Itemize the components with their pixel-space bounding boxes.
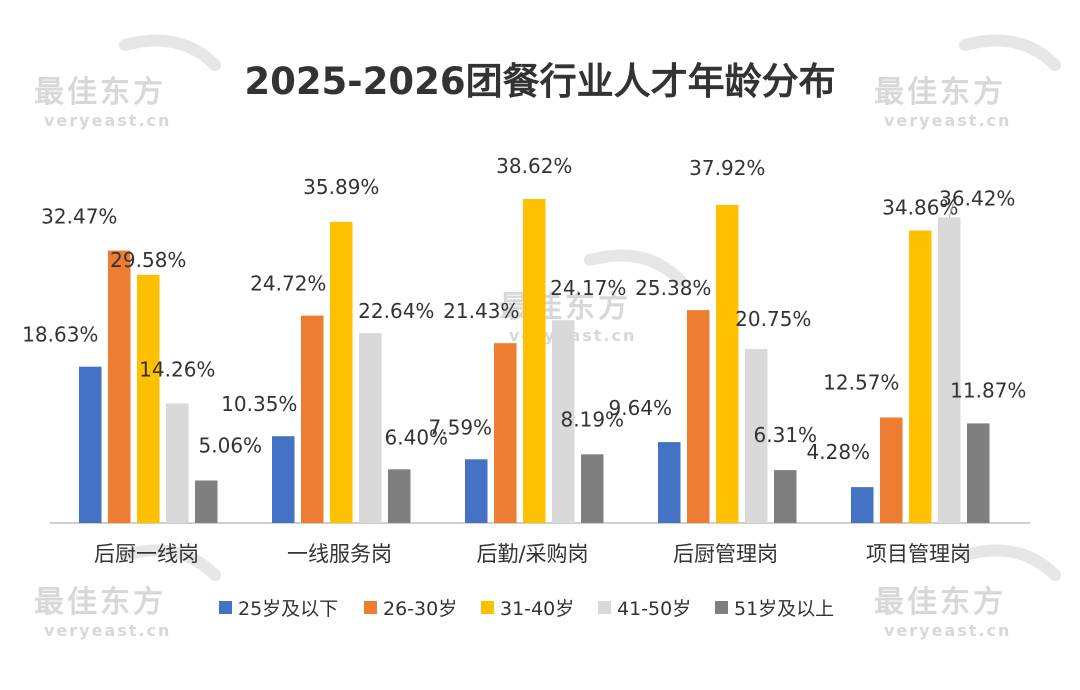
bars-layer: [79, 199, 990, 523]
bar: [166, 403, 189, 523]
category-labels-layer: 后厨一线岗 一线服务岗 后勤/采购岗 后厨管理岗 项目管理岗: [94, 542, 971, 566]
data-label: 38.62%: [496, 154, 572, 178]
data-label: 9.64%: [609, 396, 673, 420]
bar: [774, 470, 797, 523]
data-label: 22.64%: [358, 299, 434, 323]
bar: [967, 423, 990, 523]
data-label: 7.59%: [429, 415, 493, 439]
bar: [494, 343, 517, 523]
watermark-brand: 最佳东方: [874, 75, 1006, 110]
legend-swatch: [481, 601, 494, 614]
data-label: 12.57%: [823, 371, 899, 395]
bar: [658, 442, 681, 523]
data-label: 5.06%: [199, 434, 263, 458]
bar: [137, 274, 160, 523]
data-label: 35.89%: [303, 175, 379, 199]
watermark-brand: 最佳东方: [874, 585, 1006, 620]
legend-swatch: [715, 601, 728, 614]
data-label: 34.86%: [882, 196, 958, 220]
watermark: 最佳东方 veryeast.cn: [34, 544, 221, 640]
legend-label: 26-30岁: [383, 598, 457, 620]
bar: [465, 459, 488, 523]
x-tick-label: 项目管理岗: [866, 542, 971, 566]
bar: [330, 221, 353, 523]
bar: [195, 480, 218, 523]
watermark: 最佳东方 veryeast.cn: [874, 544, 1061, 640]
watermark-brand: 最佳东方: [34, 585, 166, 620]
bar: [880, 417, 903, 523]
bar: [359, 333, 382, 523]
watermark-brand: 最佳东方: [499, 290, 631, 325]
data-label: 20.75%: [735, 307, 811, 331]
data-label: 24.72%: [250, 272, 326, 296]
leader-line: [948, 203, 954, 218]
bar: [79, 366, 102, 523]
data-label: 10.35%: [221, 392, 297, 416]
data-label: 21.43%: [443, 299, 519, 323]
data-label: 6.31%: [754, 423, 818, 447]
bar: [272, 436, 295, 523]
legend-label: 31-40岁: [500, 598, 574, 620]
bar: [388, 469, 411, 523]
x-tick-label: 后勤/采购岗: [476, 542, 588, 566]
data-label: 36.42%: [939, 186, 1015, 210]
data-label: 24.17%: [550, 276, 626, 300]
legend-swatch: [219, 601, 232, 614]
x-tick-label: 后厨一线岗: [94, 542, 199, 566]
watermark-url: veryeast.cn: [44, 111, 171, 130]
legend-label: 51岁及以上: [734, 598, 834, 620]
x-tick-label: 一线服务岗: [287, 542, 392, 566]
data-label: 29.58%: [110, 248, 186, 272]
bar: [523, 199, 546, 523]
data-labels-layer: 18.63% 32.47% 29.58% 14.26% 5.06% 10.35% 24.72…: [22, 154, 1026, 464]
watermark-url: veryeast.cn: [884, 111, 1011, 130]
x-tick-label: 后厨管理岗: [673, 542, 778, 566]
data-label: 32.47%: [41, 205, 117, 229]
bar: [687, 310, 710, 523]
data-label: 18.63%: [22, 323, 98, 347]
data-label: 4.28%: [807, 440, 871, 464]
data-label: 11.87%: [950, 378, 1026, 402]
data-label: 6.40%: [385, 425, 449, 449]
legend-swatch: [598, 601, 611, 614]
bar: [851, 487, 874, 523]
watermark-url: veryeast.cn: [884, 621, 1011, 640]
bar: [581, 454, 604, 523]
bar: [552, 320, 575, 523]
bar: [108, 250, 131, 523]
chart-title: 2025-2026团餐行业人才年龄分布: [244, 60, 835, 103]
watermark-layer: 最佳东方 veryeast.cn 最佳东方 veryeast.cn 最佳东方 v…: [34, 34, 1061, 640]
legend: 25岁及以下 26-30岁 31-40岁 41-50岁 51岁及以上: [219, 598, 834, 620]
data-label: 37.92%: [689, 156, 765, 180]
data-label: 8.19%: [561, 407, 625, 431]
watermark-brand: 最佳东方: [34, 75, 166, 110]
watermark: 最佳东方 veryeast.cn: [34, 34, 221, 130]
data-label: 14.26%: [139, 357, 215, 381]
data-label: 25.38%: [635, 276, 711, 300]
legend-label: 25岁及以下: [238, 598, 338, 620]
bar: [938, 217, 961, 523]
legend-swatch: [364, 601, 377, 614]
bar: [909, 230, 932, 523]
watermark: 最佳东方 veryeast.cn: [874, 34, 1061, 130]
legend-label: 41-50岁: [617, 598, 691, 620]
bar: [745, 348, 768, 523]
watermark-url: veryeast.cn: [44, 621, 171, 640]
bar: [716, 204, 739, 523]
bar: [301, 315, 324, 523]
